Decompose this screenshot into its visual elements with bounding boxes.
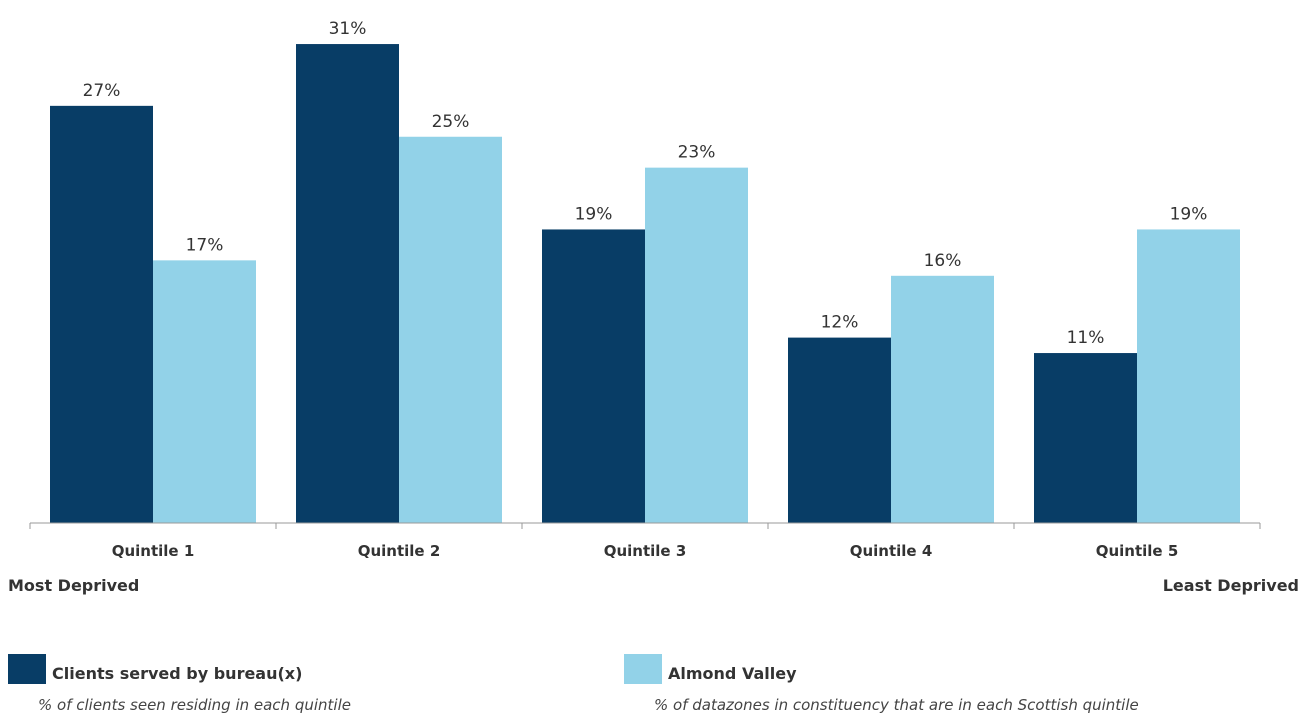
x-tick-label-q5: Quintile 5 — [1096, 542, 1179, 560]
data-label-s0-q2: 31% — [329, 19, 367, 39]
x-tick-label-q1: Quintile 1 — [112, 542, 195, 560]
legend-swatch-clients — [8, 654, 46, 684]
bar-s0-q1 — [50, 105, 153, 523]
data-label-s0-q1: 27% — [83, 81, 121, 101]
data-label-s0-q5: 11% — [1067, 328, 1105, 348]
bar-s0-q2 — [296, 44, 399, 524]
data-label-s1-q1: 17% — [186, 235, 224, 255]
legend-note-almond-valley: % of datazones in constituency that are … — [654, 696, 1139, 714]
bar-s1-q3 — [645, 167, 748, 523]
legend-swatch-almond-valley — [624, 654, 662, 684]
x-tick-label-q2: Quintile 2 — [358, 542, 441, 560]
data-label-s0-q4: 12% — [821, 313, 859, 333]
legend-label-almond-valley: Almond Valley — [668, 664, 797, 683]
bar-chart: 27% 17% Quintile 1 31% 25% Quintile 2 19% 23% Qu… — [29, 19, 1261, 560]
bar-s0-q3 — [542, 229, 645, 523]
data-label-s1-q3: 23% — [678, 143, 716, 163]
legend-label-clients: Clients served by bureau(x) — [52, 664, 303, 683]
bar-s0-q5 — [1034, 353, 1137, 523]
data-label-s1-q4: 16% — [924, 251, 962, 271]
bar-s0-q4 — [788, 337, 891, 523]
x-tick-label-q3: Quintile 3 — [604, 542, 687, 560]
bar-s1-q5 — [1137, 229, 1240, 523]
bar-s1-q2 — [399, 136, 502, 523]
data-label-s1-q5: 19% — [1170, 204, 1208, 224]
bar-s1-q4 — [891, 275, 994, 523]
data-label-s0-q3: 19% — [575, 204, 613, 224]
most-deprived-label: Most Deprived — [8, 576, 140, 595]
bar-s1-q1 — [153, 260, 256, 523]
x-tick-label-q4: Quintile 4 — [850, 542, 933, 560]
legend-note-clients: % of clients seen residing in each quint… — [38, 696, 351, 714]
least-deprived-label: Least Deprived — [1162, 576, 1299, 595]
data-label-s1-q2: 25% — [432, 112, 470, 132]
